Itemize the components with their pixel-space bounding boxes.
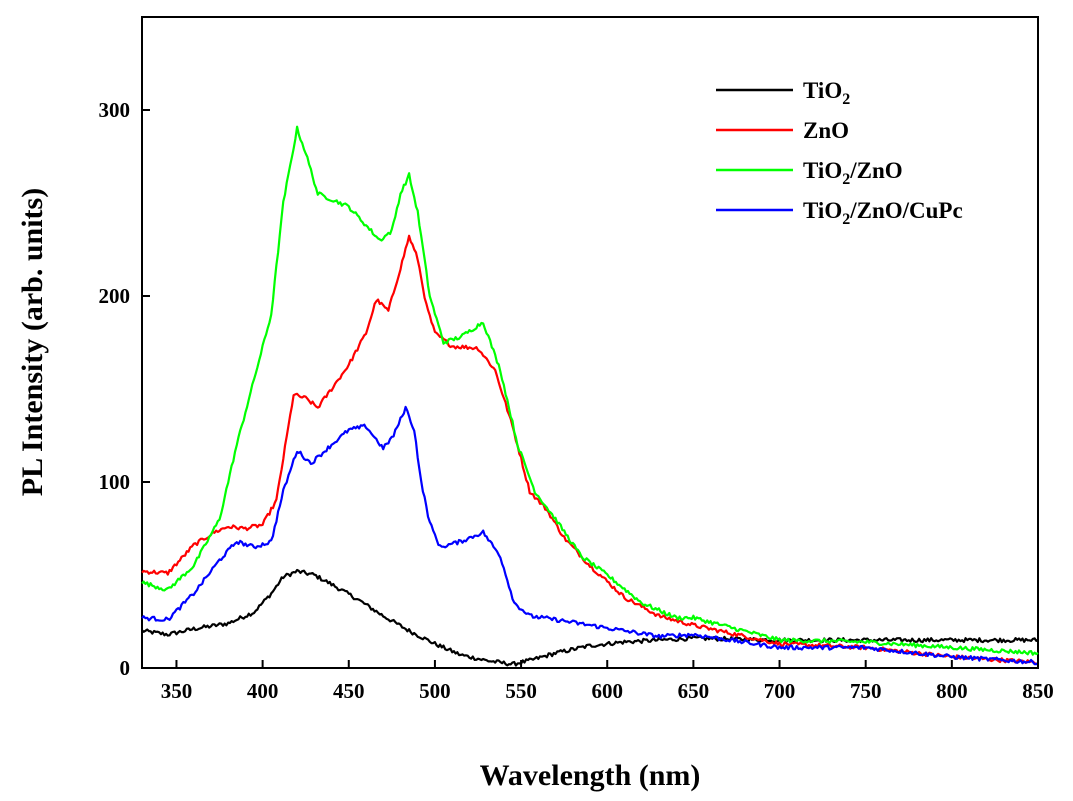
plot-frame	[141, 16, 1039, 669]
y-tick-label: 0	[120, 656, 131, 680]
x-tick-label: 400	[247, 679, 279, 703]
legend-label-0: TiO2	[803, 78, 850, 108]
x-tick-label: 750	[850, 679, 882, 703]
legend-label-1: ZnO	[803, 118, 849, 143]
legend: TiO2 ZnO TiO2/ZnO TiO2/ZnO/CuPc	[716, 78, 963, 228]
series-line-0	[141, 568, 1039, 667]
x-axis-title: Wavelength (nm)	[480, 759, 701, 792]
x-tick-label: 700	[764, 679, 796, 703]
y-tick-label: 300	[99, 98, 131, 122]
x-tick-label: 350	[161, 679, 193, 703]
x-tick-label: 650	[678, 679, 710, 703]
x-tick-label: 450	[333, 679, 365, 703]
y-tick-label: 100	[99, 470, 131, 494]
legend-label-3: TiO2/ZnO/CuPc	[803, 198, 963, 228]
x-tick-label: 600	[591, 679, 623, 703]
series-layer	[141, 125, 1039, 667]
series-line-2	[141, 125, 1039, 656]
legend-label-2: TiO2/ZnO	[803, 158, 903, 188]
y-axis-title: PL Intensity (arb. units)	[16, 188, 49, 496]
x-tick-label: 500	[419, 679, 451, 703]
series-line-1	[141, 234, 1039, 666]
x-tick-label: 550	[505, 679, 537, 703]
x-tick-label: 800	[936, 679, 968, 703]
y-tick-label: 200	[99, 284, 131, 308]
series-line-3	[141, 405, 1039, 666]
axis-layer: 350 400 450 500 550 600 650 700 750 800 850 0 100 200…	[99, 98, 1054, 703]
x-tick-label: 850	[1022, 679, 1054, 703]
